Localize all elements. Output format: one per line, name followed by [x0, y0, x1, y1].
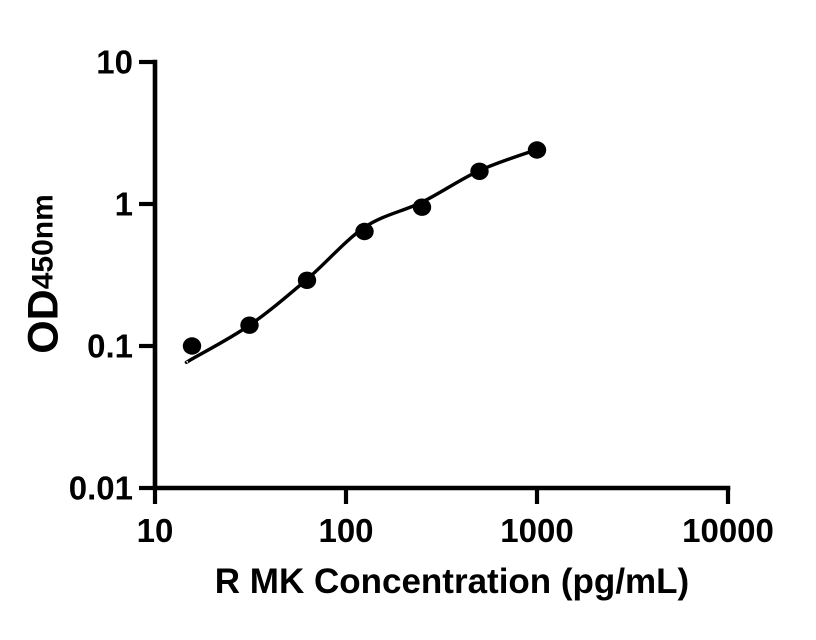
- data-point: [412, 198, 432, 216]
- data-point: [297, 271, 317, 289]
- y-tick-label: 10: [96, 44, 133, 81]
- y-tick-label: 1: [115, 186, 133, 223]
- data-point: [527, 141, 547, 159]
- x-axis-title: R MK Concentration (pg/mL): [214, 562, 690, 601]
- y-axis-title-subscript: 450nm: [26, 194, 60, 290]
- data-point: [182, 337, 202, 355]
- y-axis-title-main: OD: [19, 289, 68, 354]
- x-tick-label: 10000: [682, 512, 774, 549]
- y-tick-label: 0.01: [69, 470, 133, 507]
- y-axis-title: OD450nm: [19, 194, 68, 354]
- data-point: [355, 222, 374, 241]
- x-tick-label: 10: [137, 512, 174, 549]
- fit-curve: [184, 147, 538, 364]
- axis-spine: [152, 59, 731, 491]
- data-point: [470, 162, 489, 180]
- y-tick-label: 0.1: [87, 328, 133, 365]
- data-point: [240, 316, 259, 334]
- x-tick-label: 100: [318, 512, 373, 549]
- x-tick-label: 1000: [500, 512, 573, 549]
